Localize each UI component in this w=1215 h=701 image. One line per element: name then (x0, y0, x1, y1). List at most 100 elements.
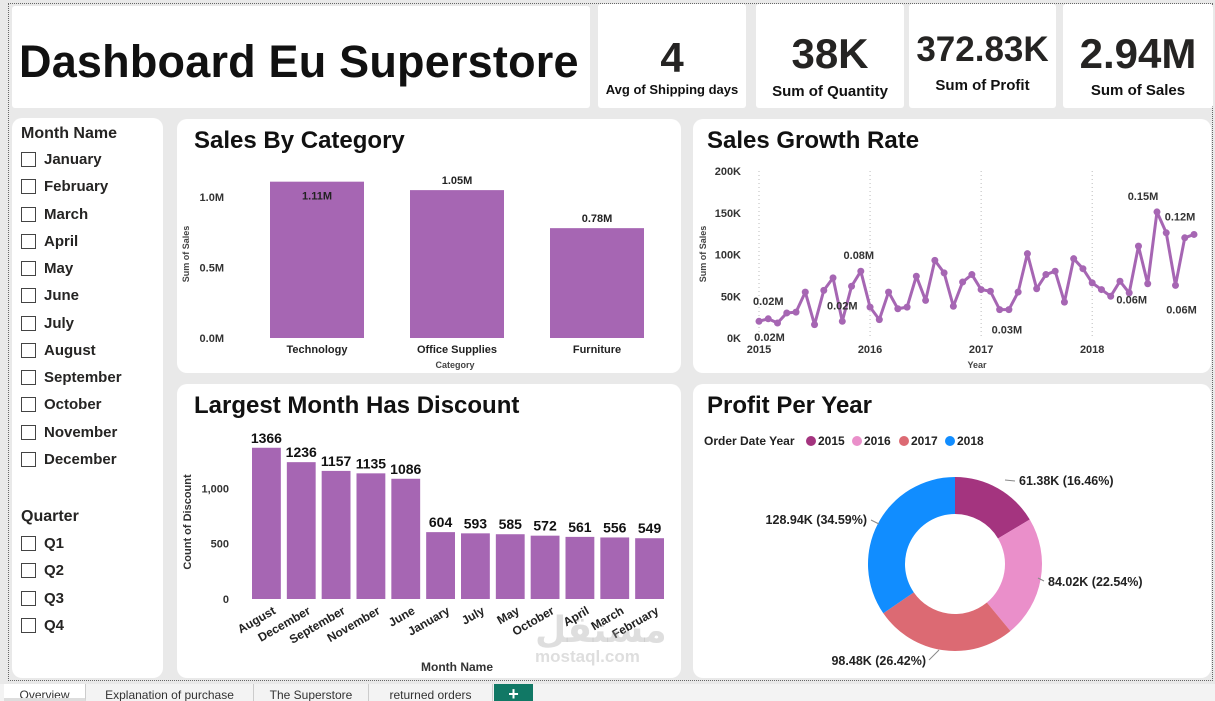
checkbox[interactable] (21, 396, 36, 412)
checkbox[interactable] (21, 342, 36, 358)
y-axis-title: Count of Discount (182, 474, 194, 570)
data-point (1116, 277, 1124, 285)
month-option-november[interactable]: November (21, 421, 117, 443)
quarter-option-q3[interactable]: Q3 (21, 587, 64, 609)
month-option-march[interactable]: March (21, 203, 88, 225)
y-tick-label: 200K (715, 166, 741, 178)
month-option-april[interactable]: April (21, 230, 78, 252)
checkbox[interactable] (21, 206, 36, 222)
series-line (758, 210, 1195, 327)
month-option-september[interactable]: September (21, 366, 122, 388)
quarter-option-q4[interactable]: Q4 (21, 614, 64, 636)
page-tabs: Overview Explanation of purchase The Sup… (0, 684, 1215, 701)
checkbox[interactable] (21, 562, 36, 578)
y-tick-label: 1.0M (200, 192, 224, 204)
data-point (1051, 267, 1059, 275)
x-tick-label: Furniture (573, 344, 621, 356)
legend-label: 2017 (911, 434, 938, 448)
data-point (949, 302, 957, 310)
data-label: 0.02M (827, 300, 858, 312)
checkbox[interactable] (21, 617, 36, 633)
month-option-december[interactable]: December (21, 448, 117, 470)
data-label: 585 (499, 516, 523, 532)
bar-october (530, 535, 560, 599)
checkbox[interactable] (21, 178, 36, 194)
bar-july (461, 533, 490, 599)
data-label: 98.48K (26.42%) (831, 654, 926, 668)
panel-title: Profit Per Year (707, 392, 872, 419)
panel-title: Sales Growth Rate (707, 127, 920, 154)
data-point (1107, 292, 1115, 300)
tab-explanation-of-purchase[interactable]: Explanation of purchase (86, 684, 254, 701)
checkbox[interactable] (21, 233, 36, 249)
month-option-february[interactable]: February (21, 175, 108, 197)
profit-year-panel[interactable]: Profit Per Year Order Date Year 2015 2016 2… (693, 384, 1211, 678)
kpi-card-shipping-days[interactable]: 4 Avg of Shipping days (598, 4, 746, 108)
month-option-label: January (44, 150, 102, 168)
month-option-july[interactable]: July (21, 312, 74, 334)
checkbox[interactable] (21, 369, 36, 385)
sales-by-category-panel[interactable]: Sales By Category Sum of Sales 0.0M 0.5M 1.… (177, 119, 681, 373)
kpi-label: Avg of Shipping days (605, 82, 739, 97)
bar-march (600, 537, 630, 599)
donut-slice-2015 (955, 477, 1030, 539)
quarter-option-q1[interactable]: Q1 (21, 532, 64, 554)
month-option-august[interactable]: August (21, 339, 96, 361)
checkbox[interactable] (21, 590, 36, 606)
data-point (1060, 298, 1068, 306)
checkbox[interactable] (21, 451, 36, 467)
month-option-label: September (44, 368, 122, 386)
checkbox[interactable] (21, 315, 36, 331)
kpi-value: 372.83K (916, 30, 1049, 69)
tab-the-superstore[interactable]: The Superstore (254, 684, 369, 701)
x-tick-label: Technology (287, 344, 349, 356)
y-axis-title: Sum of Sales (698, 226, 708, 283)
data-point (838, 317, 846, 325)
checkbox[interactable] (21, 535, 36, 551)
data-label: 0.12M (1165, 211, 1196, 223)
y-tick-label: 50K (721, 291, 741, 303)
legend-label: 2018 (957, 434, 984, 448)
y-tick-label: 150K (715, 208, 741, 220)
y-tick-label: 0K (727, 333, 741, 345)
checkbox[interactable] (21, 151, 36, 167)
month-option-may[interactable]: May (21, 257, 73, 279)
x-tick-label: July (459, 603, 487, 627)
data-point (1181, 234, 1189, 242)
bar-june (391, 478, 421, 599)
data-point (1171, 281, 1179, 289)
checkbox[interactable] (21, 287, 36, 303)
checkbox[interactable] (21, 424, 36, 440)
data-point (1079, 265, 1087, 273)
kpi-card-sales[interactable]: 2.94M Sum of Sales (1063, 4, 1213, 108)
data-label: 1135 (356, 455, 387, 471)
data-label: 1236 (286, 444, 317, 460)
data-point (875, 316, 883, 324)
kpi-card-quantity[interactable]: 38K Sum of Quantity (756, 4, 904, 108)
data-point (885, 288, 893, 296)
tab-overview[interactable]: Overview (4, 684, 86, 701)
add-page-button[interactable]: + (494, 684, 533, 701)
legend-marker (899, 436, 909, 446)
kpi-card-profit[interactable]: 372.83K Sum of Profit (909, 4, 1056, 108)
data-point (968, 271, 976, 279)
data-label: 0.08M (844, 250, 875, 262)
y-tick-label: 1,000 (201, 483, 229, 495)
leader-line (928, 649, 940, 661)
checkbox[interactable] (21, 260, 36, 276)
kpi-value: 4 (660, 34, 684, 81)
legend-marker (852, 436, 862, 446)
data-label: 0.78M (582, 213, 613, 225)
month-option-june[interactable]: June (21, 284, 79, 306)
quarter-option-q2[interactable]: Q2 (21, 559, 64, 581)
data-point (774, 319, 782, 327)
data-label: 1366 (251, 430, 282, 446)
month-option-label: October (44, 395, 102, 413)
donut-slice-2016 (986, 519, 1042, 632)
month-option-january[interactable]: January (21, 148, 102, 170)
tab-returned-orders[interactable]: returned orders (369, 684, 493, 701)
month-option-october[interactable]: October (21, 393, 102, 415)
discount-month-panel[interactable]: Largest Month Has Discount Count of Disc… (177, 384, 681, 678)
sales-growth-panel[interactable]: Sales Growth Rate Sum of Sales 0K 50K 100K 1… (693, 119, 1211, 373)
data-point (959, 278, 967, 286)
